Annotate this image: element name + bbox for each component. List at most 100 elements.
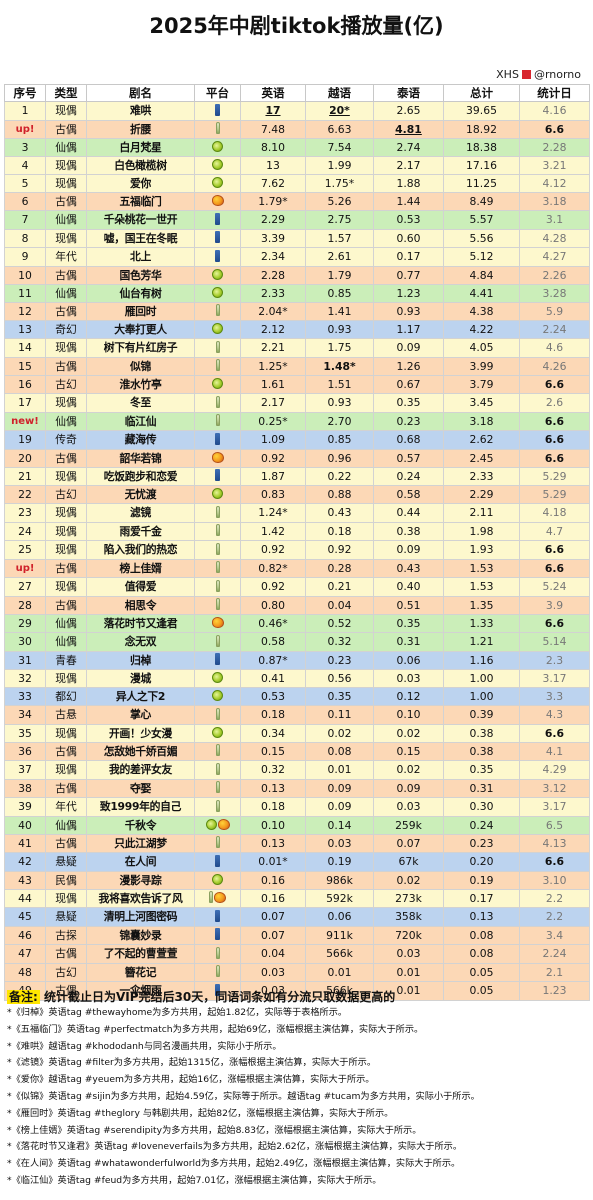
english-cell: 0.92 bbox=[240, 540, 306, 560]
rank-cell: 21 bbox=[4, 466, 46, 486]
table-row: 36 古偶 怎敌她千娇百媚 0.15 0.08 0.15 0.38 4.1 bbox=[4, 741, 590, 761]
vietnamese-cell: 0.85 bbox=[305, 430, 374, 450]
header-rank: 序号 bbox=[4, 84, 46, 102]
lime-icon bbox=[212, 141, 223, 152]
table-row: 45 悬疑 清明上河图密码 0.07 0.06 358k 0.13 2.2 bbox=[4, 907, 590, 927]
rank-cell: 33 bbox=[4, 687, 46, 706]
title-cell: 滤镜 bbox=[86, 503, 195, 523]
stat-date-cell: 3.21 bbox=[519, 156, 590, 175]
platform-cell bbox=[194, 577, 241, 597]
vietnamese-cell: 0.43 bbox=[305, 503, 374, 523]
bottle-icon bbox=[215, 781, 220, 793]
platform-cell bbox=[194, 247, 241, 267]
bottle-icon bbox=[215, 340, 220, 353]
vietnamese-cell: 566k bbox=[305, 944, 374, 964]
table-row: 21 现偶 吃饭跑步和恋爱 1.87 0.22 0.24 2.33 5.29 bbox=[4, 466, 590, 486]
stat-date-cell: 6.6 bbox=[519, 411, 590, 431]
genre-cell: 民偶 bbox=[45, 870, 87, 890]
bottle-icon bbox=[215, 946, 220, 959]
table-row: 20 古偶 韶华若锦 0.92 0.96 0.57 2.45 6.6 bbox=[4, 448, 590, 468]
thai-cell: 0.09 bbox=[373, 540, 444, 560]
note-line: *《归棹》英语tag #thewayhome为多方共用，起始1.82亿，实际等于… bbox=[7, 1007, 348, 1018]
title-cell: 藏海传 bbox=[86, 430, 195, 450]
stat-date-cell: 5.24 bbox=[519, 577, 590, 597]
genre-cell: 现偶 bbox=[45, 577, 87, 597]
title-cell: 雨爱千金 bbox=[86, 521, 195, 541]
english-cell: 0.18 bbox=[240, 705, 306, 725]
header-thai: 泰语 bbox=[373, 84, 444, 102]
vietnamese-cell: 1.75 bbox=[305, 338, 374, 358]
stat-date-cell: 3.9 bbox=[519, 595, 590, 615]
total-cell: 1.53 bbox=[443, 558, 520, 578]
title-cell: 淮水竹亭 bbox=[86, 375, 195, 394]
thai-cell: 67k bbox=[373, 852, 444, 872]
platform-cell bbox=[194, 925, 241, 945]
english-cell: 1.79* bbox=[240, 192, 306, 211]
english-cell: 2.34 bbox=[240, 247, 306, 267]
table-row: 32 现偶 漫城 0.41 0.56 0.03 1.00 3.17 bbox=[4, 669, 590, 688]
platform-cell bbox=[194, 833, 241, 853]
bottle-icon bbox=[215, 598, 220, 610]
rank-cell: 22 bbox=[4, 485, 46, 504]
platform-cell bbox=[194, 210, 241, 230]
title-cell: 爱你 bbox=[86, 174, 195, 193]
stat-date-cell: 2.26 bbox=[519, 265, 590, 285]
thai-cell: 0.02 bbox=[373, 760, 444, 780]
platform-cell bbox=[194, 944, 241, 964]
lime-icon bbox=[212, 159, 223, 170]
table-row: 8 现偶 嘘，国王在冬眠 3.39 1.57 0.60 5.56 4.28 bbox=[4, 228, 590, 248]
thai-cell: 0.51 bbox=[373, 595, 444, 615]
bottle-icon bbox=[215, 965, 220, 977]
table-row: 9 年代 北上 2.34 2.61 0.17 5.12 4.27 bbox=[4, 247, 590, 267]
table-row: up! 古偶 折腰 7.48 6.63 4.81 18.92 6.6 bbox=[4, 119, 590, 139]
total-cell: 0.38 bbox=[443, 723, 520, 743]
total-cell: 0.30 bbox=[443, 797, 520, 817]
genre-cell: 现偶 bbox=[45, 669, 87, 688]
total-cell: 11.25 bbox=[443, 174, 520, 193]
jeans-icon bbox=[215, 909, 220, 922]
total-cell: 0.05 bbox=[443, 981, 520, 1001]
table-row: 28 古偶 相思令 0.80 0.04 0.51 1.35 3.9 bbox=[4, 595, 590, 615]
genre-cell: 现偶 bbox=[45, 156, 87, 175]
platform-cell bbox=[194, 632, 241, 652]
rank-cell: 41 bbox=[4, 833, 46, 853]
english-cell: 0.18 bbox=[240, 797, 306, 817]
title-cell: 落花时节又逢君 bbox=[86, 614, 195, 633]
title-cell: 掌心 bbox=[86, 705, 195, 725]
thai-cell: 0.35 bbox=[373, 614, 444, 633]
thai-cell: 0.02 bbox=[373, 723, 444, 743]
vietnamese-cell: 986k bbox=[305, 870, 374, 890]
stat-date-cell: 6.6 bbox=[519, 723, 590, 743]
genre-cell: 仙偶 bbox=[45, 210, 87, 230]
table-row: 29 仙偶 落花时节又逢君 0.46* 0.52 0.35 1.33 6.6 bbox=[4, 614, 590, 633]
total-cell: 17.16 bbox=[443, 156, 520, 175]
note-line: *《雁回时》英语tag #theglory 与韩剧共用，起始82亿，涨幅根据主演… bbox=[7, 1107, 394, 1119]
bottle-icon bbox=[215, 359, 220, 371]
platform-cell bbox=[194, 338, 241, 358]
bottle-icon bbox=[209, 891, 213, 903]
stat-date-cell: 4.7 bbox=[519, 521, 590, 541]
rank-cell: 12 bbox=[4, 301, 46, 321]
title-cell: 雁回时 bbox=[86, 301, 195, 321]
lime-icon bbox=[212, 286, 223, 298]
vietnamese-cell: 1.48* bbox=[305, 356, 374, 376]
thai-cell: 0.15 bbox=[373, 741, 444, 761]
title-cell: 仙台有树 bbox=[86, 283, 195, 303]
rank-cell: 13 bbox=[4, 320, 46, 339]
vietnamese-cell: 0.23 bbox=[305, 650, 374, 670]
stat-date-cell: 4.3 bbox=[519, 705, 590, 725]
notes-label: 备注: bbox=[7, 990, 40, 1004]
stat-date-cell: 6.6 bbox=[519, 375, 590, 394]
thai-cell: 2.74 bbox=[373, 138, 444, 157]
table-row: 4 现偶 白色橄榄树 13 1.99 2.17 17.16 3.21 bbox=[4, 156, 590, 175]
english-cell: 0.92 bbox=[240, 577, 306, 597]
stat-date-cell: 3.18 bbox=[519, 192, 590, 211]
rank-cell: 31 bbox=[4, 650, 46, 670]
title-cell: 漫城 bbox=[86, 669, 195, 688]
platform-cell bbox=[194, 907, 241, 927]
rank-cell: 4 bbox=[4, 156, 46, 175]
mango-icon bbox=[217, 818, 230, 830]
english-cell: 2.29 bbox=[240, 210, 306, 230]
header-title: 剧名 bbox=[86, 84, 195, 102]
thai-cell: 1.44 bbox=[373, 192, 444, 211]
